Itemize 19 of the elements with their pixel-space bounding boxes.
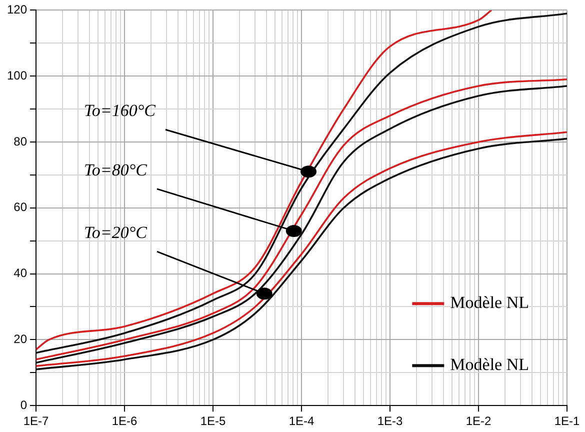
y-tick-label: 100 [6,68,28,82]
x-tick-label: 1E-4 [288,414,315,428]
y-tick-label: 80 [14,134,28,148]
x-tick-label: 1E-3 [377,414,403,428]
annotation: To=160°C [84,101,156,120]
annotation: To=20°C [84,223,148,242]
x-tick-label: 1E-6 [112,414,138,428]
y-tick-label: 40 [14,266,28,280]
y-tick-label: 120 [6,2,28,17]
x-tick-label: 1E-1 [554,414,580,428]
legend-label: Modèle NL [450,355,530,374]
y-tick-label: 0 [20,398,28,412]
x-tick-label: 1E-5 [200,414,226,428]
y-tick-label: 60 [14,200,28,214]
x-tick-label: 1E-2 [466,414,492,428]
annotation: To=80°C [84,160,148,180]
x-tick-label: 1E-7 [23,414,50,428]
y-tick-label: 20 [14,332,28,346]
legend-label: Modèle NL [450,293,530,312]
